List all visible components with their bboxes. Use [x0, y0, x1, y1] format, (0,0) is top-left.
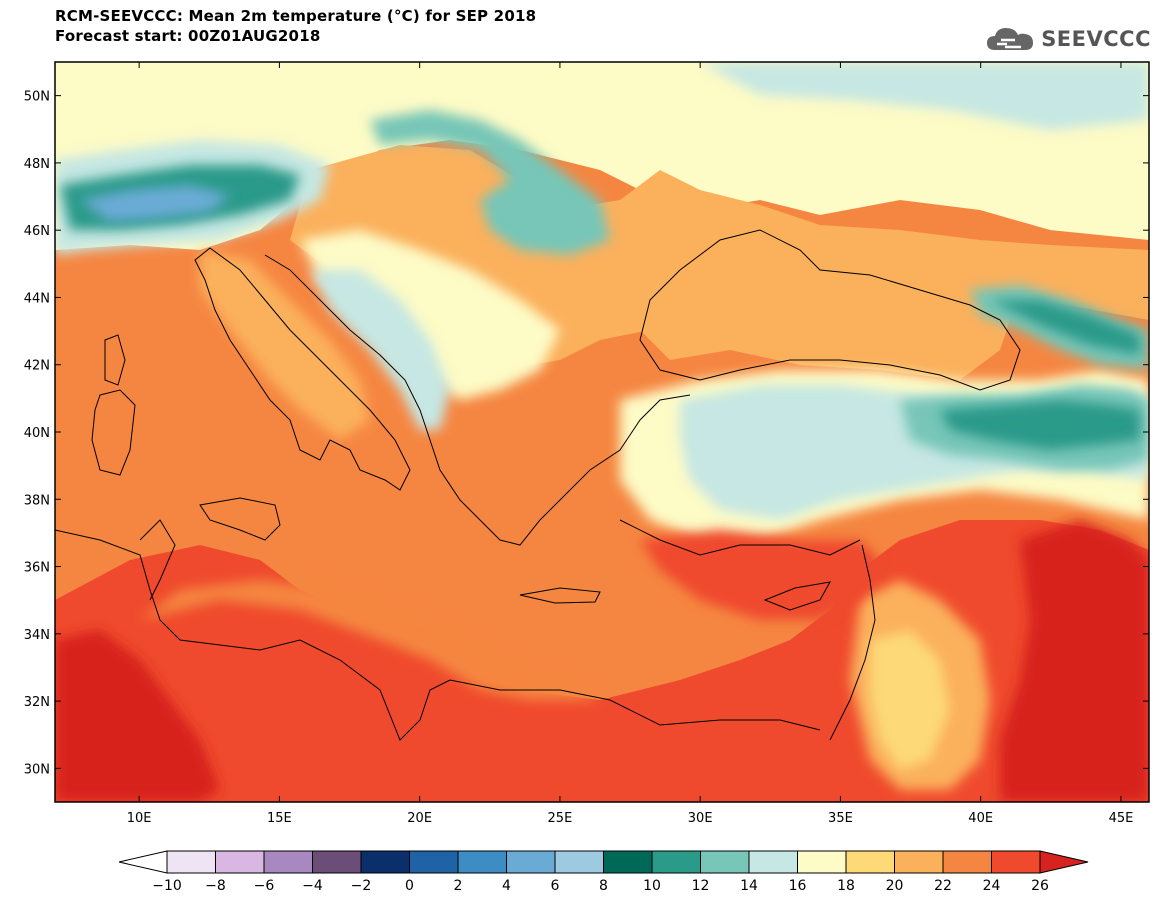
lat-label: 40N	[24, 426, 50, 441]
field-alps-blue	[80, 185, 230, 222]
colorbar-label: −4	[302, 878, 323, 894]
lat-label: 30N	[24, 762, 50, 777]
colorbar-swatch	[263, 850, 313, 874]
colorbar-swatch	[554, 850, 604, 874]
colorbar: −10 −8 −6 −4 −2 0 2 4 6 8 10 12 14 16 18 20 22 24 26	[118, 850, 1089, 894]
colorbar-under-arrow	[118, 850, 168, 874]
coast-sardinia	[91, 389, 136, 476]
colorbar-label: −8	[205, 878, 226, 894]
lat-label: 38N	[24, 493, 50, 508]
lon-label: 45E	[1109, 811, 1134, 826]
latitude-axis: 50N 48N 46N 44N 42N 40N 38N 36N 34N 32N 30N	[24, 90, 1149, 777]
colorbar-label: 8	[599, 878, 608, 894]
field-italy-orange	[200, 250, 370, 440]
colorbar-label: 22	[934, 878, 952, 894]
colorbar-swatch	[312, 850, 362, 874]
cloud-icon	[987, 28, 1034, 50]
lon-label: 10E	[127, 811, 152, 826]
lat-label: 44N	[24, 291, 50, 306]
coast-crete	[519, 587, 601, 604]
lat-label: 46N	[24, 224, 50, 239]
colorbar-label: 4	[502, 878, 511, 894]
coastlines	[55, 229, 1021, 741]
colorbar-swatch	[651, 850, 701, 874]
lat-label: 50N	[24, 90, 50, 105]
coast-blacksea	[639, 229, 1021, 391]
colorbar-label: −2	[351, 878, 372, 894]
colorbar-label: 24	[983, 878, 1001, 894]
colorbar-swatch	[360, 850, 410, 874]
field-libya-darkred	[55, 630, 220, 802]
field-balkan-pale	[300, 230, 560, 400]
colorbar-swatch	[748, 850, 798, 874]
lon-label: 40E	[968, 811, 993, 826]
lon-label: 20E	[407, 811, 432, 826]
colorbar-label: 2	[454, 878, 463, 894]
colorbar-swatch	[603, 850, 653, 874]
field-northeast-lightteal	[700, 62, 1149, 130]
colorbar-swatch	[894, 850, 944, 874]
field-caucasus-blue	[990, 300, 1140, 355]
colorbar-label: 0	[405, 878, 414, 894]
logo-text: SEEVCCC	[1041, 27, 1151, 51]
coast-levant	[829, 544, 876, 741]
colorbar-label: 6	[551, 878, 560, 894]
field-levant-pale	[870, 630, 950, 770]
colorbar-swatch	[942, 850, 992, 874]
coast-north-africa	[55, 529, 821, 741]
colorbar-label: 12	[692, 878, 710, 894]
title-line-1: RCM-SEEVCCC: Mean 2m temperature (°C) fo…	[55, 7, 537, 25]
colorbar-swatch	[215, 850, 265, 874]
longitude-axis: 10E 15E 20E 25E 30E 35E 40E 45E	[127, 62, 1134, 826]
colorbar-label: −6	[254, 878, 275, 894]
colorbar-over-arrow	[1039, 850, 1089, 874]
coast-turkey-south	[619, 519, 861, 556]
coast-corsica	[104, 334, 126, 386]
colorbar-swatch	[845, 850, 895, 874]
lat-label: 36N	[24, 561, 50, 576]
coast-balkans	[264, 254, 691, 546]
lat-label: 32N	[24, 695, 50, 710]
field-arabia-darkred	[1000, 520, 1149, 802]
colorbar-label: 14	[740, 878, 758, 894]
colorbar-swatch	[409, 850, 459, 874]
lon-label: 35E	[828, 811, 853, 826]
field-blacksea-orange	[640, 215, 1020, 380]
seevccc-logo: SEEVCCC	[985, 24, 1151, 54]
coast-cyprus	[763, 581, 831, 611]
field-dinaric-teal	[310, 270, 450, 430]
lon-label: 15E	[267, 811, 292, 826]
lat-label: 42N	[24, 359, 50, 374]
title-line-2: Forecast start: 00Z01AUG2018	[55, 27, 321, 45]
coast-sicily	[199, 497, 281, 541]
colorbar-label: 26	[1031, 878, 1049, 894]
field-sea-orange	[140, 580, 600, 700]
colorbar-swatch	[166, 850, 216, 874]
colorbar-label: −10	[152, 878, 182, 894]
temperature-field	[55, 62, 1149, 802]
colorbar-label: 18	[837, 878, 855, 894]
lon-label: 30E	[688, 811, 713, 826]
colorbar-swatch	[506, 850, 556, 874]
lon-label: 25E	[548, 811, 573, 826]
colorbar-label: 16	[789, 878, 807, 894]
colorbar-swatch	[457, 850, 507, 874]
colorbar-label: 10	[643, 878, 661, 894]
lat-label: 48N	[24, 157, 50, 172]
colorbar-swatch	[991, 850, 1041, 874]
field-anatolia-darkteal	[940, 400, 1140, 450]
field-north-pale	[55, 62, 1149, 250]
colorbar-label: 20	[886, 878, 904, 894]
field-carpathian-teal	[370, 110, 610, 255]
colorbar-swatch	[797, 850, 847, 874]
coast-italy	[194, 247, 411, 491]
map-title: RCM-SEEVCCC: Mean 2m temperature (°C) fo…	[55, 6, 536, 46]
lat-label: 34N	[24, 628, 50, 643]
colorbar-swatch	[700, 850, 750, 874]
coast-tunisia	[139, 519, 176, 601]
